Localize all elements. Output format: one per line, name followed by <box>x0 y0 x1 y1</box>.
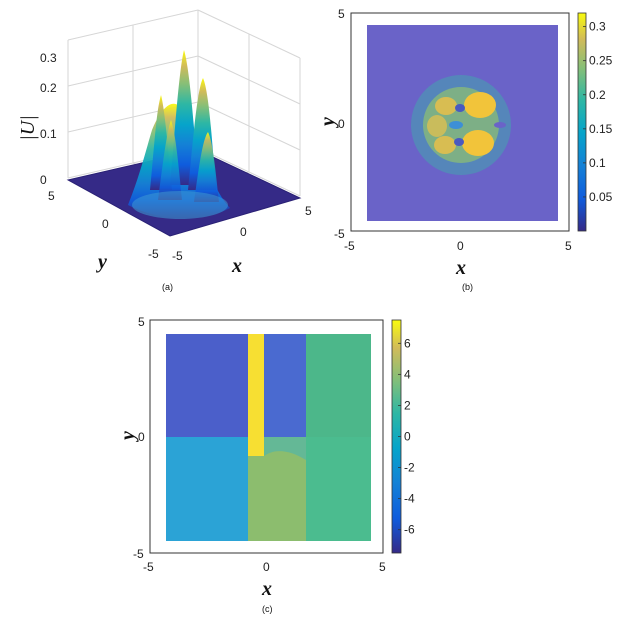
panel-b-lobe-top-right <box>464 92 496 118</box>
panel-b-null-right <box>494 122 506 128</box>
panel-a-xtick-0: -5 <box>172 249 183 263</box>
panel-b-y-ticks: 5 0 -5 <box>334 7 345 241</box>
surface-peak-5 <box>194 132 219 202</box>
panel-a-x-ticks: -5 0 5 <box>172 204 312 263</box>
panel-b-colorbar-tick-0: 0.3 <box>589 20 606 34</box>
panel-b-colorbar <box>577 12 587 232</box>
panel-c-xtick-1: 0 <box>263 560 270 574</box>
panel-c-region-top-left <box>166 334 248 437</box>
panel-a-surface <box>128 50 230 219</box>
panel-c-x-ticks: -5 0 5 <box>143 560 386 574</box>
panel-a-xtick-1: 0 <box>240 225 247 239</box>
panel-c-colorbar-tick-6: -6 <box>404 523 415 537</box>
panel-a-y-ticks: 5 0 -5 <box>48 189 159 261</box>
panel-c-colorbar-tick-5: -4 <box>404 492 415 506</box>
surface-footprint <box>132 191 228 219</box>
panel-a-ztick-1: 0.1 <box>40 127 57 141</box>
panel-b-colorbar-tick-4: 0.1 <box>589 156 606 170</box>
panel-b-colorbar-tick-1: 0.25 <box>589 54 613 68</box>
panel-b-xtick-1: 0 <box>457 239 464 253</box>
panel-a-caption: (a) <box>162 282 173 292</box>
panel-b-colorbar-tick-5: 0.05 <box>589 190 613 204</box>
panel-b-y-label: y <box>317 117 339 128</box>
panel-a-ztick-0: 0 <box>40 173 47 187</box>
panel-b-xtick-0: -5 <box>344 239 355 253</box>
panel-b-colorbar-tick-2: 0.2 <box>589 88 606 102</box>
panel-c-region-bottom-left <box>166 437 248 541</box>
panel-c-ytick-2: -5 <box>133 547 144 561</box>
panel-b-ytick-1: 0 <box>338 117 345 131</box>
panel-c-colorbar-tick-4: -2 <box>404 461 415 475</box>
panel-c-region-top-middle <box>264 334 306 437</box>
panel-b-ytick-0: 5 <box>338 7 345 21</box>
panel-b-amplitude-map: 5 0 -5 -5 0 5 x y 0.30.250.20.150.10.05 … <box>317 7 613 292</box>
panel-c-colorbar-tick-0: 6 <box>404 336 411 350</box>
panel-c-field <box>166 334 371 541</box>
panel-b-lobe-bottom-left <box>434 136 456 154</box>
panel-b-x-ticks: -5 0 5 <box>344 239 572 253</box>
panel-c-colorbar-ticks: 6 4 2 0 -2 -4 -6 <box>398 336 415 537</box>
panel-a-ytick-1: 0 <box>102 217 109 231</box>
panel-b-lobe-top-left <box>435 97 457 115</box>
panel-c-phase-cut <box>248 334 264 456</box>
panel-b-ytick-2: -5 <box>334 227 345 241</box>
panel-c-ytick-0: 5 <box>138 315 145 329</box>
panel-b-null-top <box>455 104 465 112</box>
panel-c-region-bottom-right <box>306 437 371 541</box>
panel-b-field-lobes <box>411 75 511 175</box>
panel-c-caption: (c) <box>262 604 273 614</box>
panel-b-colorbar-ticks: 0.3 0.25 0.2 0.15 0.1 0.05 <box>583 20 613 204</box>
panel-b-x-label: x <box>455 257 466 279</box>
surface-peak-2 <box>170 50 199 185</box>
panel-c-y-ticks: 5 0 -5 <box>133 315 145 561</box>
panel-b-colorbar-tick-3: 0.15 <box>589 122 613 136</box>
panel-c-region-top-right <box>306 334 371 437</box>
panel-a-surface-plot: 0 0.1 0.2 0.3 |U| 5 0 -5 y -5 0 5 x (a) <box>17 9 312 292</box>
panel-c-colorbar-tick-2: 2 <box>404 398 411 412</box>
panel-a-ytick-0: 5 <box>48 189 55 203</box>
panel-c-xtick-0: -5 <box>143 560 154 574</box>
panel-a-ztick-2: 0.2 <box>40 81 57 95</box>
panel-b-lobe-bottom-right <box>462 130 494 156</box>
panel-c-colorbar-tick-1: 4 <box>404 367 411 381</box>
panel-b-null-bottom <box>454 138 464 146</box>
panel-c-transition <box>264 437 306 460</box>
panel-b-caption: (b) <box>462 282 473 292</box>
panel-c-phase-map: 5 0 -5 -5 0 5 x y 6 4 2 0 -2 -4 -6 (c) <box>117 315 415 614</box>
panel-b-null-center <box>449 121 463 129</box>
panel-c-y-label: y <box>117 431 139 442</box>
panel-b-core-left <box>427 115 447 137</box>
panel-a-ztick-3: 0.3 <box>40 51 57 65</box>
panel-a-xtick-2: 5 <box>305 204 312 218</box>
surface-peak-4 <box>158 120 182 200</box>
panel-c-colorbar-tick-3: 0 <box>404 430 411 444</box>
panel-b-xtick-2: 5 <box>565 239 572 253</box>
panel-c-xtick-2: 5 <box>379 560 386 574</box>
panel-a-y-label: y <box>96 251 107 273</box>
panel-c-ytick-1: 0 <box>138 430 145 444</box>
panel-a-z-label: |U| <box>17 115 39 140</box>
panel-a-ytick-2: -5 <box>148 247 159 261</box>
panel-a-z-ticks: 0 0.1 0.2 0.3 <box>40 51 57 187</box>
panel-c-x-label: x <box>261 578 272 600</box>
panel-a-x-label: x <box>231 255 242 277</box>
